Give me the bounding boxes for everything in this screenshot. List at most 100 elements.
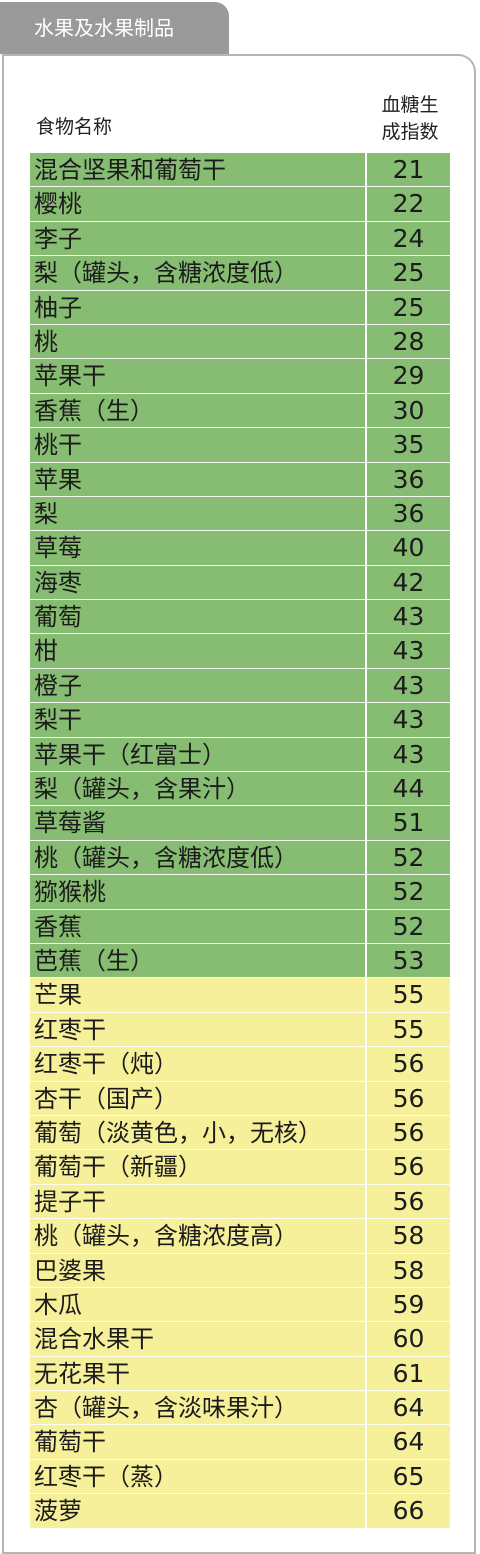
gi-value-cell: 61 xyxy=(392,1358,425,1388)
food-name-cell: 猕猴桃 xyxy=(30,875,367,909)
food-name-cell: 苹果 xyxy=(30,462,367,496)
gi-value-cell: 59 xyxy=(392,1289,425,1319)
food-name-cell: 葡萄 xyxy=(30,600,367,634)
gi-value-cell: 25 xyxy=(392,292,425,322)
gi-value-cell: 36 xyxy=(392,498,425,528)
food-name-cell: 红枣干 xyxy=(30,1012,367,1047)
table-row: 菠萝 66 xyxy=(30,1494,450,1529)
table-row: 桃（罐头，含糖浓度低） 52 xyxy=(30,840,450,876)
food-name-cell: 梨（罐头，含果汁） xyxy=(30,772,367,806)
table-row: 柚子 25 xyxy=(30,290,450,325)
table-row: 混合水果干 60 xyxy=(30,1322,450,1357)
table-row: 杏（罐头，含淡味果汁） 64 xyxy=(30,1391,450,1426)
gi-value-cell: 58 xyxy=(392,1221,425,1251)
food-name-cell: 芭蕉（生） xyxy=(30,943,367,978)
food-name-cell: 桃 xyxy=(30,324,367,359)
gi-value-cell: 55 xyxy=(392,1014,425,1044)
column-header-gi: 血糖生 成指数 xyxy=(368,92,452,146)
gi-value-cell: 65 xyxy=(392,1461,425,1491)
table-row: 李子 24 xyxy=(30,221,450,257)
gi-value-cell: 28 xyxy=(392,326,425,356)
gi-value-cell: 56 xyxy=(392,1152,425,1182)
section-tab: 水果及水果制品 xyxy=(0,2,229,54)
food-name-cell: 菠萝 xyxy=(30,1494,367,1528)
table-row: 提子干 56 xyxy=(30,1184,450,1220)
table-row: 巴婆果 58 xyxy=(30,1253,450,1288)
gi-value-cell: 66 xyxy=(392,1496,425,1526)
table-row: 葡萄干 64 xyxy=(30,1425,450,1460)
gi-value-cell: 22 xyxy=(392,189,425,219)
gi-table: 混合坚果和葡萄干 21 樱桃 22 李子 24 梨（罐头，含糖浓度低） 25 柚子 25 桃 28 苹果… xyxy=(30,153,450,1529)
table-row: 梨 36 xyxy=(30,496,450,532)
table-row: 木瓜 59 xyxy=(30,1287,450,1323)
table-row: 苹果干 29 xyxy=(30,359,450,394)
food-name-cell: 提子干 xyxy=(30,1184,367,1219)
food-name-cell: 桃（罐头，含糖浓度高） xyxy=(30,1219,367,1253)
gi-value-cell: 43 xyxy=(392,602,425,632)
table-row: 海枣 42 xyxy=(30,565,450,601)
food-name-cell: 草莓 xyxy=(30,531,367,565)
food-name-cell: 香蕉（生） xyxy=(30,393,367,428)
gi-value-cell: 42 xyxy=(392,567,425,597)
gi-value-cell: 30 xyxy=(392,395,425,425)
table-row: 梨（罐头，含果汁） 44 xyxy=(30,772,450,807)
gi-value-cell: 25 xyxy=(392,258,425,288)
table-row: 无花果干 61 xyxy=(30,1356,450,1392)
table-row: 草莓 40 xyxy=(30,531,450,566)
food-name-cell: 木瓜 xyxy=(30,1287,367,1322)
food-name-cell: 柑 xyxy=(30,634,367,668)
table-row: 混合坚果和葡萄干 21 xyxy=(30,153,450,188)
table-row: 红枣干 55 xyxy=(30,1012,450,1048)
food-name-cell: 混合水果干 xyxy=(30,1322,367,1356)
gi-value-cell: 52 xyxy=(392,877,425,907)
food-name-cell: 柚子 xyxy=(30,290,367,324)
table-row: 桃干 35 xyxy=(30,428,450,463)
food-name-cell: 草莓酱 xyxy=(30,806,367,840)
table-row: 香蕉（生） 30 xyxy=(30,393,450,429)
gi-value-cell: 64 xyxy=(392,1393,425,1423)
food-name-cell: 红枣干（炖） xyxy=(30,1047,367,1081)
gi-value-cell: 24 xyxy=(392,223,425,253)
food-name-cell: 樱桃 xyxy=(30,187,367,221)
gi-value-cell: 43 xyxy=(392,739,425,769)
food-name-cell: 苹果干（红富士） xyxy=(30,737,367,772)
food-name-cell: 巴婆果 xyxy=(30,1253,367,1287)
gi-value-cell: 55 xyxy=(392,980,425,1010)
table-row: 葡萄（淡黄色，小，无核） 56 xyxy=(30,1115,450,1151)
food-name-cell: 葡萄干（新疆） xyxy=(30,1150,367,1184)
table-row: 香蕉 52 xyxy=(30,909,450,944)
gi-value-cell: 56 xyxy=(392,1117,425,1147)
table-row: 草莓酱 51 xyxy=(30,806,450,841)
gi-value-cell: 52 xyxy=(392,842,425,872)
food-name-cell: 桃（罐头，含糖浓度低） xyxy=(30,840,367,875)
food-name-cell: 苹果干 xyxy=(30,359,367,393)
food-name-cell: 杏（罐头，含淡味果汁） xyxy=(30,1391,367,1425)
food-name-cell: 无花果干 xyxy=(30,1356,367,1391)
food-name-cell: 海枣 xyxy=(30,565,367,600)
table-row: 柑 43 xyxy=(30,634,450,669)
table-row: 樱桃 22 xyxy=(30,187,450,222)
table-row: 桃（罐头，含糖浓度高） 58 xyxy=(30,1219,450,1254)
food-name-cell: 香蕉 xyxy=(30,909,367,943)
food-name-cell: 橙子 xyxy=(30,668,367,703)
gi-value-cell: 56 xyxy=(392,1049,425,1079)
gi-value-cell: 43 xyxy=(392,705,425,735)
table-row: 红枣干（蒸） 65 xyxy=(30,1459,450,1495)
food-name-cell: 李子 xyxy=(30,221,367,256)
gi-value-cell: 40 xyxy=(392,533,425,563)
column-header-food-name: 食物名称 xyxy=(36,116,113,138)
table-row: 猕猴桃 52 xyxy=(30,875,450,910)
gi-value-cell: 21 xyxy=(392,155,425,184)
table-row: 苹果干（红富士） 43 xyxy=(30,737,450,773)
gi-value-cell: 36 xyxy=(392,464,425,494)
table-row: 葡萄干（新疆） 56 xyxy=(30,1150,450,1185)
gi-value-cell: 56 xyxy=(392,1186,425,1216)
food-name-cell: 桃干 xyxy=(30,428,367,462)
food-name-cell: 芒果 xyxy=(30,978,367,1012)
food-name-cell: 梨干 xyxy=(30,703,367,737)
table-row: 芭蕉（生） 53 xyxy=(30,943,450,979)
table-row: 桃 28 xyxy=(30,324,450,360)
gi-value-cell: 43 xyxy=(392,670,425,700)
table-row: 杏干（国产） 56 xyxy=(30,1081,450,1116)
gi-value-cell: 51 xyxy=(392,808,425,838)
